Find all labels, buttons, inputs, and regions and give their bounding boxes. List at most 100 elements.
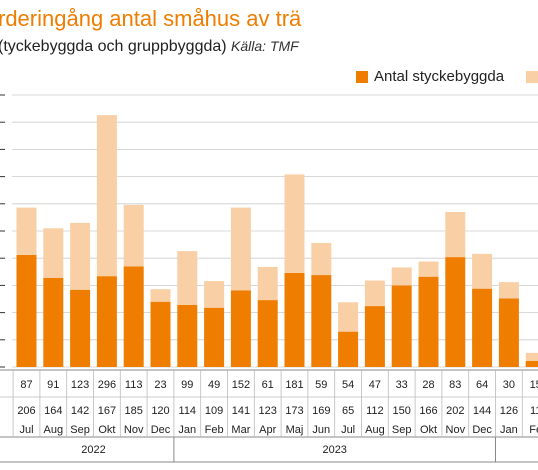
bar-series1 bbox=[16, 254, 37, 367]
table-value-series2: 87 bbox=[20, 379, 32, 391]
table-value-series1: 112 bbox=[366, 405, 384, 417]
table-value-series1: 206 bbox=[17, 405, 35, 417]
year-label: 2023 bbox=[322, 444, 346, 456]
bar-series1 bbox=[204, 307, 225, 367]
x-tick-label: Nov bbox=[124, 424, 144, 436]
x-tick-label: Feb bbox=[205, 424, 224, 436]
table-value-series2: 30 bbox=[503, 379, 515, 391]
table-value-series2: 61 bbox=[262, 379, 274, 391]
x-tick-label: Mar bbox=[231, 424, 250, 436]
bar-series1 bbox=[311, 275, 332, 367]
table-value-series1: 166 bbox=[419, 405, 437, 417]
table-value-series1: 150 bbox=[393, 405, 411, 417]
table-value-series2: 113 bbox=[125, 379, 143, 391]
bar-series2 bbox=[391, 267, 412, 286]
bar-series2 bbox=[418, 261, 439, 277]
table-value-series1: 11 bbox=[530, 405, 538, 417]
bar-series2 bbox=[525, 352, 538, 362]
table-value-series1: 164 bbox=[44, 405, 62, 417]
table-value-series2: 123 bbox=[71, 379, 89, 391]
legend-item-series1: Antal styckebyggda bbox=[356, 68, 504, 85]
table-value-series2: 181 bbox=[285, 379, 303, 391]
bar-series2 bbox=[284, 174, 305, 273]
bar-series2 bbox=[311, 242, 332, 276]
x-tick-label: Nov bbox=[446, 424, 466, 436]
table-value-series1: 65 bbox=[342, 405, 354, 417]
bar-series1 bbox=[391, 285, 412, 367]
bar-series2 bbox=[445, 211, 466, 258]
legend: Antal styckebyggda A bbox=[356, 68, 538, 87]
x-tick-label: Dec bbox=[151, 424, 171, 436]
bar-series1 bbox=[284, 272, 305, 367]
table-value-series2: 152 bbox=[232, 379, 250, 391]
x-tick-label: Jan bbox=[500, 424, 518, 436]
table-value-series2: 83 bbox=[449, 379, 461, 391]
table-value-series1: 120 bbox=[151, 405, 169, 417]
x-tick-label: Okt bbox=[420, 424, 437, 436]
source-note: Källa: TMF bbox=[231, 38, 299, 54]
bar-series1 bbox=[338, 331, 359, 367]
bar-series2 bbox=[16, 207, 37, 255]
bar-series1 bbox=[43, 277, 64, 367]
bar-series2 bbox=[498, 282, 519, 299]
table-value-series2: 33 bbox=[396, 379, 408, 391]
table-value-series1: 185 bbox=[125, 405, 143, 417]
bar-series2 bbox=[204, 281, 225, 308]
x-tick-label: Jul bbox=[19, 424, 33, 436]
bar-series1 bbox=[70, 289, 91, 367]
x-tick-label: Fe bbox=[529, 424, 538, 436]
bar-series2 bbox=[338, 302, 359, 332]
x-tick-label: Jul bbox=[341, 424, 355, 436]
bar-series1 bbox=[525, 361, 538, 367]
table-value-series1: 109 bbox=[205, 405, 223, 417]
x-tick-label: Jan bbox=[178, 424, 196, 436]
bar-series2 bbox=[123, 204, 144, 267]
bar-series1 bbox=[257, 300, 278, 367]
x-tick-label: Jun bbox=[312, 424, 330, 436]
table-value-series2: 49 bbox=[208, 379, 220, 391]
table-value-series2: 296 bbox=[98, 379, 116, 391]
bar-series1 bbox=[364, 306, 385, 367]
bar-series1 bbox=[418, 276, 439, 367]
table-value-series1: 123 bbox=[259, 405, 277, 417]
x-tick-label: Sep bbox=[70, 424, 90, 436]
bar-series1 bbox=[150, 301, 171, 367]
legend-swatch-series2 bbox=[526, 70, 538, 83]
bar-series2 bbox=[472, 253, 493, 289]
table-value-series1: 167 bbox=[98, 405, 116, 417]
bar-series2 bbox=[257, 266, 278, 301]
table-value-series2: 28 bbox=[422, 379, 434, 391]
table-value-series1: 173 bbox=[285, 405, 303, 417]
table-value-series2: 47 bbox=[369, 379, 381, 391]
table-value-series1: 141 bbox=[232, 405, 250, 417]
table-value-series2: 15 bbox=[530, 379, 538, 391]
bar-series2 bbox=[230, 207, 251, 291]
x-tick-label: Okt bbox=[98, 424, 115, 436]
bar-series1 bbox=[230, 290, 251, 367]
bar-series1 bbox=[123, 266, 144, 367]
bar-series1 bbox=[445, 257, 466, 367]
table-value-series2: 23 bbox=[154, 379, 166, 391]
bar-series1 bbox=[96, 276, 117, 367]
chart-title: rderingång antal småhus av trä bbox=[0, 6, 302, 31]
table-value-series1: 114 bbox=[179, 405, 197, 417]
legend-swatch-series1 bbox=[356, 70, 368, 83]
x-tick-label: Sep bbox=[392, 424, 412, 436]
table-value-series2: 91 bbox=[47, 379, 59, 391]
table-value-series2: 59 bbox=[315, 379, 327, 391]
x-tick-label: Aug bbox=[44, 424, 64, 436]
bar-series2 bbox=[43, 228, 64, 278]
bar-series1 bbox=[472, 288, 493, 367]
chart-subtitle: (tyckebyggda och gruppbyggda) Källa: TMF bbox=[0, 38, 299, 56]
table-value-series1: 144 bbox=[473, 405, 491, 417]
table-value-series1: 169 bbox=[312, 405, 330, 417]
subtitle-text: tyckebyggda och gruppbyggda) bbox=[3, 38, 227, 55]
bar-series2 bbox=[150, 289, 171, 302]
x-tick-label: Apr bbox=[259, 424, 276, 436]
bar-series2 bbox=[96, 115, 117, 277]
bar-series2 bbox=[70, 222, 91, 290]
legend-label-series1: Antal styckebyggda bbox=[374, 68, 505, 85]
x-tick-label: Maj bbox=[286, 424, 304, 436]
bar-series1 bbox=[498, 298, 519, 367]
